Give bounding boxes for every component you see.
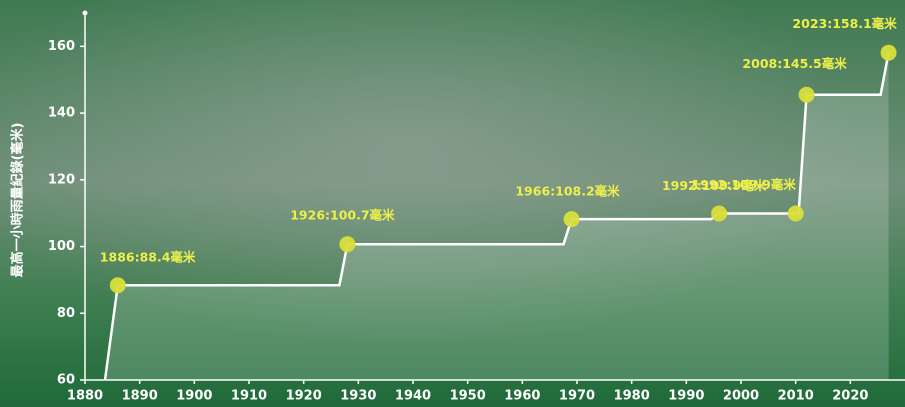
y-tick-label: 100 xyxy=(48,239,75,254)
data-label: 2008:145.5毫米 xyxy=(742,56,847,71)
point xyxy=(711,206,727,222)
x-tick-label: 1910 xyxy=(231,389,267,404)
y-axis-label: 最高一小時雨量紀錄(毫米) xyxy=(10,123,26,278)
y-tick-label: 160 xyxy=(48,39,75,54)
data-label: 1886:88.4毫米 xyxy=(100,250,196,265)
x-tick-label: 1970 xyxy=(559,389,595,404)
x-tick-label: 1920 xyxy=(286,389,322,404)
y-tick-label: 120 xyxy=(48,172,75,187)
y-tick-label: 140 xyxy=(48,106,75,121)
axis-arrow xyxy=(83,11,88,16)
x-tick-label: 1930 xyxy=(340,389,376,404)
x-tick-label: 1890 xyxy=(122,389,158,404)
x-tick-label: 1990 xyxy=(668,389,704,404)
chart: 最高一小時雨量紀錄(毫米) 60 80 100 120 140 160 1880 1890 19… xyxy=(0,0,905,407)
point xyxy=(110,277,126,293)
data-label: 2023:158.1毫米 xyxy=(792,16,897,31)
y-tick-label: 60 xyxy=(57,373,75,388)
x-tick-label: 2020 xyxy=(832,389,868,404)
x-tick-label: 2000 xyxy=(723,389,759,404)
x-tick-label: 1940 xyxy=(395,389,431,404)
x-tick-label: 1880 xyxy=(67,389,103,404)
data-label: 1926:100.7毫米 xyxy=(290,208,395,223)
point xyxy=(799,87,815,103)
x-tick-label: 2010 xyxy=(778,389,814,404)
point xyxy=(564,211,580,227)
x-tick-label: 1980 xyxy=(614,389,650,404)
point xyxy=(339,236,355,252)
y-tick-label: 80 xyxy=(57,306,75,321)
x-tick-label: 1950 xyxy=(450,389,486,404)
x-tick-label: 1900 xyxy=(176,389,212,404)
point xyxy=(881,45,897,61)
x-tick-label: 1960 xyxy=(504,389,540,404)
data-label: 1992:109.9毫米 xyxy=(692,177,797,192)
data-label: 1966:108.2毫米 xyxy=(515,184,620,199)
point xyxy=(788,206,804,222)
